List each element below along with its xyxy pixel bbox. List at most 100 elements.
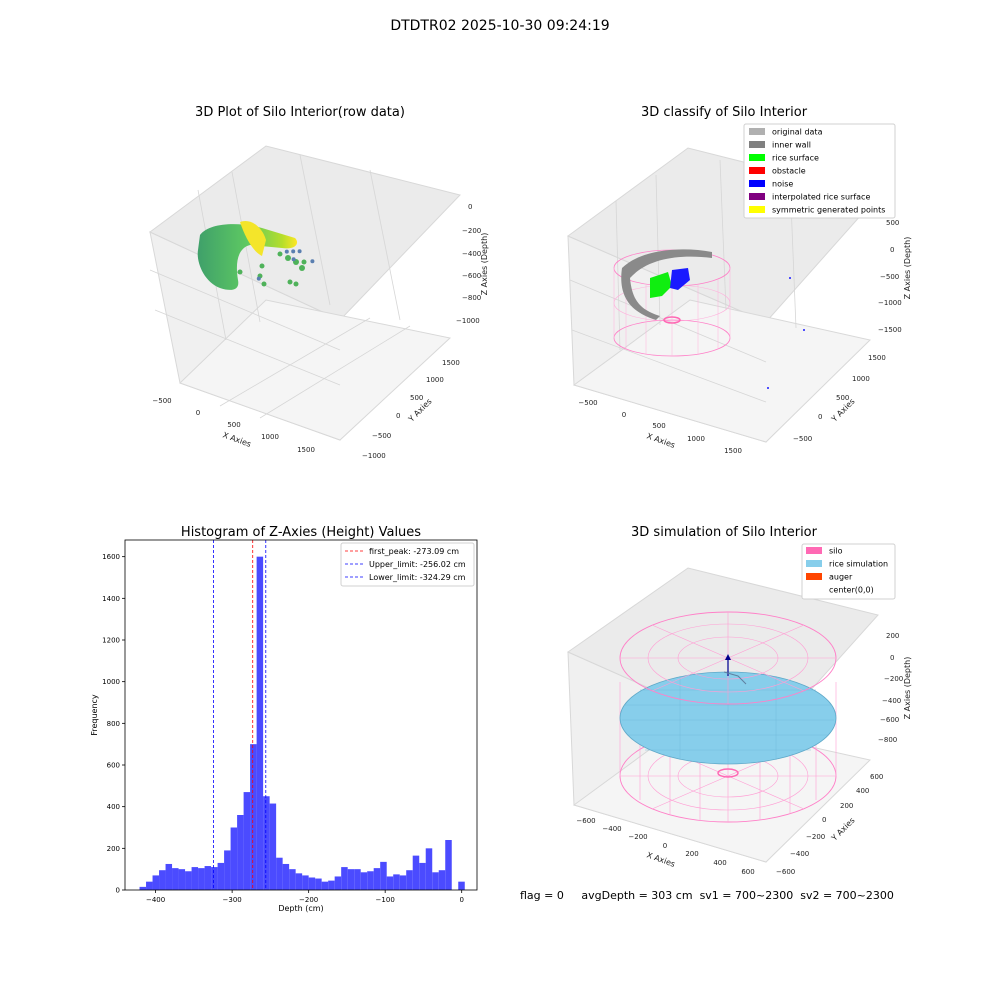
panel4-xtick: 200 — [685, 850, 698, 858]
panel2-title: 3D classify of Silo Interior — [641, 105, 808, 120]
legend-swatch — [749, 206, 765, 213]
histogram-ytick-label: 1200 — [102, 637, 120, 645]
legend-swatch — [749, 193, 765, 200]
histogram-bar — [250, 744, 257, 890]
panel2-floor — [572, 299, 872, 443]
histogram-bar — [139, 886, 147, 890]
histogram-bar — [347, 869, 355, 890]
histogram-ylabel: Frequency — [90, 694, 99, 736]
panel2-xtick: 1500 — [724, 447, 742, 455]
histogram-xtick-label: −200 — [299, 896, 318, 904]
histogram-bar — [334, 876, 342, 890]
histogram-bar — [243, 792, 251, 890]
panel1-xlabel: X Axies — [221, 430, 252, 449]
legend-swatch — [749, 141, 765, 148]
legend-label: interpolated rice surface — [772, 193, 870, 202]
panel4-ztick: 0 — [890, 654, 894, 662]
panel1-title: 3D Plot of Silo Interior(row data) — [195, 105, 405, 120]
panel4-ztick: −600 — [880, 716, 899, 724]
panel4-xtick: 400 — [713, 859, 726, 867]
histogram-bar — [276, 857, 283, 890]
figure-title: DTDTR02 2025-10-30 09:24:19 — [390, 18, 610, 34]
histogram-bar — [165, 863, 173, 890]
panel2-ytick: −500 — [793, 435, 812, 443]
histogram-bar — [315, 878, 322, 890]
panel4-ztick: −800 — [878, 736, 897, 744]
histogram-bar — [419, 862, 426, 890]
histogram-bar — [159, 870, 166, 890]
auger-arm — [723, 671, 747, 685]
histogram-ytick-label: 600 — [107, 762, 120, 770]
histogram-bars — [139, 556, 465, 890]
panel1-floor — [179, 299, 452, 441]
legend-label-first_peak: first_peak: -273.09 cm — [369, 547, 459, 556]
histogram-xtick-label: 0 — [459, 896, 463, 904]
panel1-ytick: −1000 — [362, 452, 386, 460]
histogram-bar — [425, 848, 433, 890]
panel2-noise — [670, 268, 690, 290]
histogram-bar — [191, 867, 199, 890]
histogram-bar — [198, 868, 205, 890]
histogram-bar — [458, 881, 465, 890]
histogram-bar — [360, 872, 368, 890]
histogram-bar — [152, 875, 160, 890]
histogram-bar — [386, 876, 394, 890]
legend-swatch — [806, 560, 822, 567]
panel1-ztick: −800 — [462, 294, 481, 302]
panel-simulation: 3D simulation of Silo Interior — [566, 525, 912, 876]
histogram-bar — [237, 815, 244, 890]
outlier-point — [310, 259, 315, 264]
panel1-xtick: 500 — [227, 421, 240, 429]
panel1-ztick: −400 — [462, 250, 481, 258]
histogram-xtick-label: −100 — [376, 896, 395, 904]
panel4-xlabel: X Axies — [645, 850, 676, 869]
histogram-bar — [204, 866, 212, 890]
outlier-point — [297, 249, 302, 254]
panel1-xtick: 1000 — [261, 433, 279, 441]
legend-label: center(0,0) — [829, 586, 874, 595]
panel-classify: 3D classify of Silo Interior — [567, 105, 912, 455]
panel2-inner-wall — [621, 249, 712, 320]
histogram-bar — [217, 862, 225, 890]
panel1-xtick: −500 — [152, 397, 171, 405]
legend-label-lower_limit: Lower_limit: -324.29 cm — [369, 573, 466, 582]
histogram-bar — [302, 875, 309, 890]
histogram-bar — [282, 863, 290, 890]
outlier-point — [284, 249, 289, 254]
panel2-xlabel: X Axies — [645, 431, 676, 450]
footer-sv2: sv2 = 700~2300 — [800, 889, 894, 902]
histogram-bar — [341, 867, 348, 890]
footer-sv1: sv1 = 700~2300 — [699, 889, 794, 902]
panel4-ytick: 400 — [856, 787, 869, 795]
histogram-bar — [295, 873, 303, 890]
histogram-bar — [224, 850, 231, 890]
histogram-bar — [289, 869, 296, 890]
status-footer: flag = 0 avgDepth = 303 cm sv1 = 700~230… — [520, 889, 894, 902]
panel4-rice-mesh — [622, 672, 834, 764]
histogram-bar — [393, 874, 400, 890]
panel1-ytick: 500 — [410, 394, 423, 402]
legend-label: auger — [829, 573, 853, 582]
panel2-zlabel: Z Axies (Depth) — [903, 237, 912, 300]
panel2-xtick: 500 — [652, 422, 665, 430]
histogram-ytick-label: 1000 — [102, 678, 120, 686]
legend-label-upper_limit: Upper_limit: -256.02 cm — [369, 560, 466, 569]
histogram-ytick-label: 800 — [107, 720, 120, 728]
legend-label: rice surface — [772, 154, 819, 163]
panel4-ytick: −400 — [790, 850, 809, 858]
panel1-back-wall — [149, 145, 461, 321]
panel2-ytick: 500 — [836, 394, 849, 402]
footer-flag: flag = 0 — [520, 889, 564, 902]
legend-label: rice simulation — [829, 560, 888, 569]
histogram-yticks: 0 200 400 600 800 1000 1200 1400 1600 — [102, 553, 125, 895]
histogram-bar — [406, 870, 413, 890]
panel2-noise-points — [767, 277, 805, 389]
panel4-ytick: 200 — [840, 802, 853, 810]
footer-avg-depth: avgDepth = 303 cm — [581, 889, 693, 902]
panel4-ylabel: Y Axies — [829, 816, 857, 844]
legend-swatch — [806, 573, 822, 580]
center-marker-icon — [725, 654, 731, 660]
panel2-xtick: 1000 — [687, 435, 705, 443]
panel4-title: 3D simulation of Silo Interior — [631, 525, 818, 540]
